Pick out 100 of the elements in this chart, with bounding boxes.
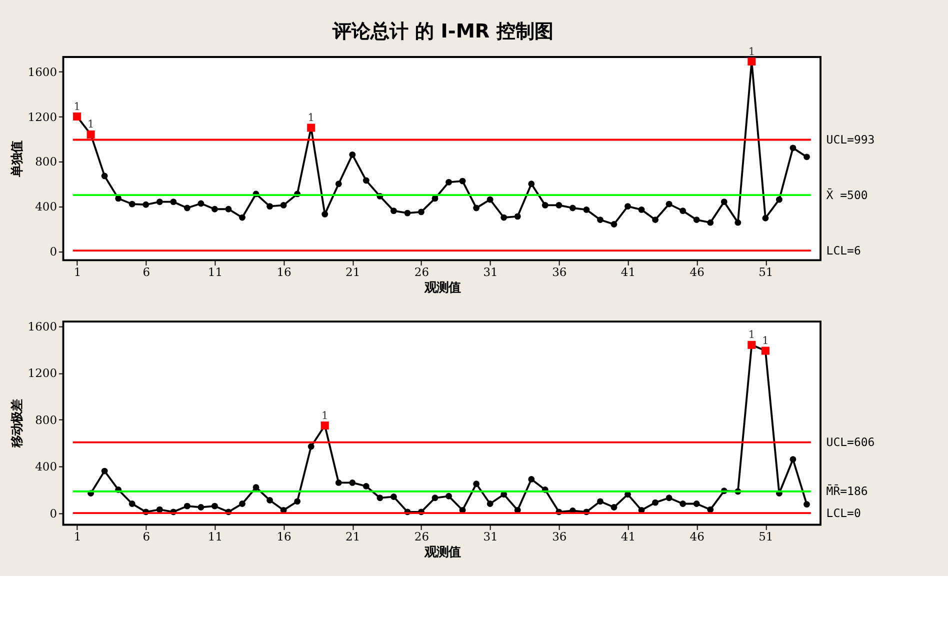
point [349, 151, 356, 158]
ref-line-label: UCL=993 [826, 132, 875, 147]
point [597, 498, 604, 505]
point [652, 499, 659, 506]
point [280, 202, 287, 208]
point [473, 204, 480, 212]
y-tick-label: 400 [35, 200, 58, 214]
point [652, 216, 659, 223]
point [776, 196, 782, 203]
point [693, 216, 700, 223]
y-tick-label: 0 [50, 506, 58, 520]
point [486, 196, 494, 203]
x-tick-label: 26 [414, 530, 430, 544]
point [362, 177, 370, 184]
point [252, 484, 260, 491]
point [693, 500, 700, 507]
x-tick-label: 21 [346, 530, 360, 544]
y-tick-label: 800 [35, 154, 58, 169]
point [624, 203, 631, 210]
point [666, 200, 672, 208]
point [266, 203, 273, 210]
x-axis-title: 观测值 [423, 279, 460, 294]
x-tick-label: 21 [346, 265, 360, 280]
point [446, 178, 452, 186]
point [707, 219, 714, 226]
point [734, 219, 742, 226]
point [170, 198, 177, 206]
x-axis-title: 观测值 [423, 544, 460, 559]
point [322, 210, 328, 218]
y-tick-label: 1200 [28, 366, 58, 380]
ref-line-label: X̄ =500 [826, 188, 868, 202]
annotation: 1 [762, 335, 769, 348]
point [583, 206, 590, 213]
point [446, 492, 452, 500]
x-tick-label: 36 [552, 530, 567, 544]
x-tick-label: 46 [690, 265, 704, 280]
point [610, 221, 618, 228]
y-tick-label: 800 [35, 412, 58, 427]
point [569, 204, 576, 212]
ref-line-label: UCL=606 [826, 435, 875, 450]
point [459, 178, 466, 184]
point [212, 206, 218, 212]
annotation: 1 [748, 46, 756, 58]
x-tick-label: 16 [276, 265, 292, 280]
point [556, 202, 562, 208]
point [720, 198, 728, 206]
point [680, 500, 686, 507]
x-tick-label: 26 [414, 265, 430, 280]
point [404, 210, 411, 216]
point [638, 206, 645, 213]
point [528, 180, 535, 188]
point [128, 500, 136, 507]
y-tick-label: 1200 [28, 110, 58, 124]
point [610, 504, 618, 510]
annotation: 1 [308, 112, 314, 124]
point [101, 468, 108, 474]
x-tick-label: 51 [758, 530, 774, 544]
point [528, 476, 535, 482]
point [514, 213, 521, 220]
ref-line-label: M̄R̄=186 [826, 484, 868, 498]
x-tick-label: 46 [690, 530, 704, 544]
point [128, 200, 136, 208]
y-tick-label: 1600 [28, 320, 58, 334]
x-tick-label: 11 [208, 265, 223, 280]
point [473, 480, 480, 488]
point [239, 214, 246, 221]
x-tick-label: 1 [74, 530, 82, 544]
point [390, 208, 397, 214]
point [294, 498, 301, 505]
point [376, 494, 384, 502]
point [418, 208, 424, 216]
point [156, 198, 163, 206]
x-tick-label: 11 [208, 530, 223, 544]
y-axis-title: 移动极差 [9, 400, 24, 449]
point [335, 480, 342, 486]
point [239, 500, 246, 507]
x-tick-label: 16 [276, 530, 292, 544]
x-tick-label: 51 [758, 265, 774, 280]
point [335, 180, 342, 188]
y-tick-label: 0 [50, 244, 58, 259]
x-tick-label: 1 [74, 265, 82, 280]
y-tick-label: 1600 [28, 64, 58, 79]
x-tick-label: 6 [142, 530, 150, 544]
x-tick-label: 31 [483, 265, 498, 280]
point [804, 501, 810, 508]
point [804, 154, 810, 160]
ref-line-label: LCL=0 [826, 506, 861, 520]
annotation: 1 [74, 100, 80, 113]
point [390, 494, 397, 500]
annotation: 1 [748, 329, 756, 342]
point [101, 172, 108, 180]
point [432, 494, 438, 502]
point [790, 144, 796, 152]
point [542, 202, 548, 208]
point [349, 480, 356, 486]
point [362, 483, 370, 490]
point [184, 502, 190, 510]
point [680, 208, 686, 214]
point [266, 497, 273, 504]
point [225, 206, 232, 212]
